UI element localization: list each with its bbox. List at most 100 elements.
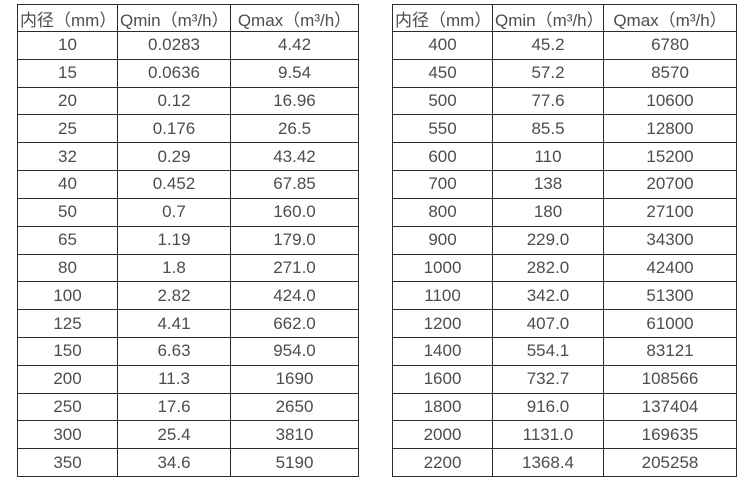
table-row: 400 45.2 6780 — [392, 31, 737, 60]
column-header-qmin: Qmin（m³/h） — [117, 4, 231, 32]
flow-table-small-diameters: 内径（mm） Qmin（m³/h） Qmax（m³/h） 10 0.0283 4.4… — [17, 4, 359, 477]
table-row: 1400 554.1 83121 — [392, 336, 737, 366]
qmax-cell: 26.5 — [230, 114, 359, 144]
qmin-cell: 342.0 — [492, 281, 604, 311]
diameter-cell: 450 — [392, 58, 493, 88]
qmax-cell: 5190 — [230, 448, 359, 477]
qmin-cell: 1.19 — [117, 225, 231, 255]
qmin-cell: 110 — [492, 142, 604, 172]
table-row: 1600 732.7 108566 — [392, 364, 737, 394]
qmax-cell: 27100 — [603, 197, 737, 227]
diameter-cell: 250 — [17, 392, 118, 422]
qmin-cell: 0.12 — [117, 86, 231, 116]
diameter-cell: 500 — [392, 86, 493, 116]
qmax-cell: 169635 — [603, 420, 737, 450]
diameter-cell: 10 — [17, 31, 118, 60]
qmax-cell: 205258 — [603, 448, 737, 477]
diameter-cell: 2200 — [392, 448, 493, 477]
diameter-cell: 800 — [392, 197, 493, 227]
diameter-cell: 900 — [392, 225, 493, 255]
table-row: 250 17.6 2650 — [17, 392, 359, 422]
diameter-cell: 700 — [392, 170, 493, 199]
diameter-cell: 1100 — [392, 281, 493, 311]
table-row: 900 229.0 34300 — [392, 225, 737, 255]
qmax-cell: 137404 — [603, 392, 737, 422]
table-row: 200 11.3 1690 — [17, 364, 359, 394]
table-row: 550 85.5 12800 — [392, 114, 737, 144]
table-row: 700 138 20700 — [392, 170, 737, 199]
table-row: 1800 916.0 137404 — [392, 392, 737, 422]
diameter-cell: 65 — [17, 225, 118, 255]
qmin-cell: 11.3 — [117, 364, 231, 394]
diameter-cell: 1000 — [392, 253, 493, 283]
table-row: 2000 1131.0 169635 — [392, 420, 737, 450]
qmax-cell: 8570 — [603, 58, 737, 88]
qmin-cell: 229.0 — [492, 225, 604, 255]
qmin-cell: 180 — [492, 197, 604, 227]
table-row: 65 1.19 179.0 — [17, 225, 359, 255]
diameter-cell: 40 — [17, 170, 118, 199]
diameter-cell: 200 — [17, 364, 118, 394]
qmax-cell: 51300 — [603, 281, 737, 311]
table-row: 40 0.452 67.85 — [17, 170, 359, 199]
qmax-cell: 67.85 — [230, 170, 359, 199]
diameter-cell: 2000 — [392, 420, 493, 450]
qmax-cell: 43.42 — [230, 142, 359, 172]
qmin-cell: 17.6 — [117, 392, 231, 422]
header-row: 内径（mm） Qmin（m³/h） Qmax（m³/h） — [17, 4, 359, 32]
diameter-cell: 25 — [17, 114, 118, 144]
diameter-cell: 125 — [17, 309, 118, 338]
qmin-cell: 77.6 — [492, 86, 604, 116]
qmin-cell: 916.0 — [492, 392, 604, 422]
qmin-cell: 0.176 — [117, 114, 231, 144]
table-row: 125 4.41 662.0 — [17, 309, 359, 338]
table-row: 2200 1368.4 205258 — [392, 448, 737, 477]
flow-table-large-diameters: 内径（mm） Qmin（m³/h） Qmax（m³/h） 400 45.2 6780… — [392, 4, 737, 477]
qmin-cell: 0.452 — [117, 170, 231, 199]
qmin-cell: 57.2 — [492, 58, 604, 88]
qmin-cell: 0.0636 — [117, 58, 231, 88]
diameter-cell: 400 — [392, 31, 493, 60]
qmin-cell: 25.4 — [117, 420, 231, 450]
qmax-cell: 179.0 — [230, 225, 359, 255]
diameter-cell: 80 — [17, 253, 118, 283]
qmax-cell: 954.0 — [230, 336, 359, 366]
diameter-cell: 350 — [17, 448, 118, 477]
qmin-cell: 1131.0 — [492, 420, 604, 450]
qmax-cell: 2650 — [230, 392, 359, 422]
qmax-cell: 271.0 — [230, 253, 359, 283]
qmax-cell: 9.54 — [230, 58, 359, 88]
qmin-cell: 85.5 — [492, 114, 604, 144]
qmin-cell: 282.0 — [492, 253, 604, 283]
table-row: 15 0.0636 9.54 — [17, 58, 359, 88]
qmin-cell: 2.82 — [117, 281, 231, 311]
qmin-cell: 1368.4 — [492, 448, 604, 477]
qmax-cell: 424.0 — [230, 281, 359, 311]
column-header-qmax: Qmax（m³/h） — [603, 4, 737, 32]
table-row: 50 0.7 160.0 — [17, 197, 359, 227]
qmax-cell: 20700 — [603, 170, 737, 199]
qmax-cell: 15200 — [603, 142, 737, 172]
qmax-cell: 34300 — [603, 225, 737, 255]
qmax-cell: 42400 — [603, 253, 737, 283]
column-header-qmax: Qmax（m³/h） — [230, 4, 359, 32]
qmax-cell: 10600 — [603, 86, 737, 116]
qmin-cell: 0.29 — [117, 142, 231, 172]
column-header-diameter: 内径（mm） — [17, 4, 118, 32]
table-row: 300 25.4 3810 — [17, 420, 359, 450]
diameter-cell: 550 — [392, 114, 493, 144]
table-row: 350 34.6 5190 — [17, 448, 359, 477]
qmax-cell: 12800 — [603, 114, 737, 144]
qmin-cell: 4.41 — [117, 309, 231, 338]
diameter-cell: 15 — [17, 58, 118, 88]
qmin-cell: 0.7 — [117, 197, 231, 227]
table-row: 1200 407.0 61000 — [392, 309, 737, 338]
diameter-cell: 20 — [17, 86, 118, 116]
column-header-diameter: 内径（mm） — [392, 4, 493, 32]
qmin-cell: 554.1 — [492, 336, 604, 366]
diameter-cell: 600 — [392, 142, 493, 172]
qmax-cell: 61000 — [603, 309, 737, 338]
table-row: 20 0.12 16.96 — [17, 86, 359, 116]
qmax-cell: 4.42 — [230, 31, 359, 60]
column-header-qmin: Qmin（m³/h） — [492, 4, 604, 32]
